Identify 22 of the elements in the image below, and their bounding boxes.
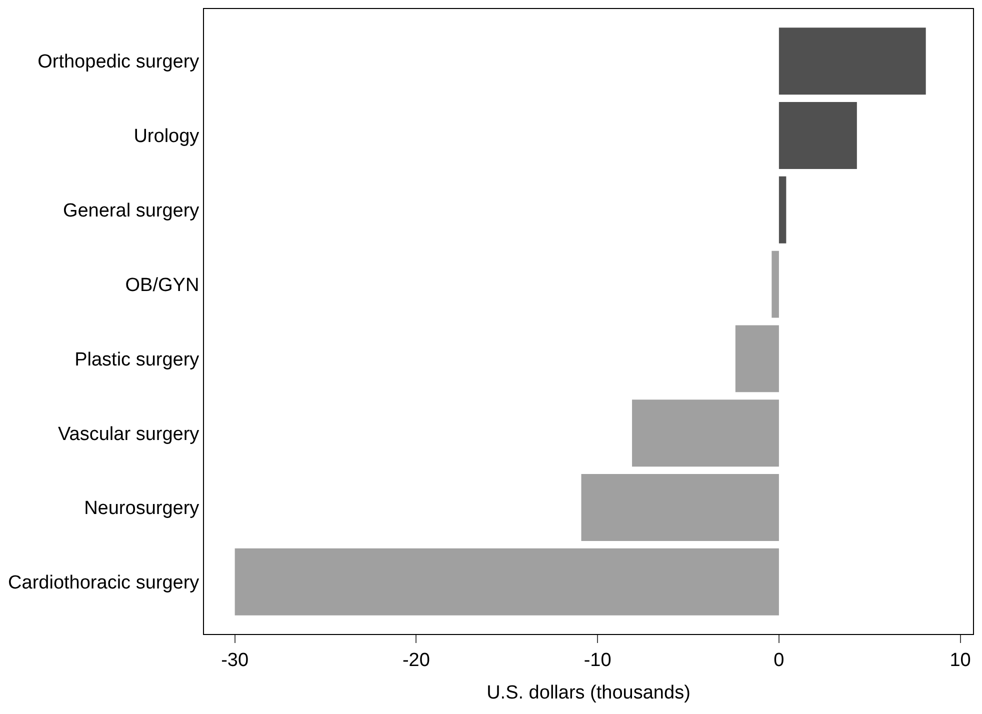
y-tick-label: OB/GYN: [125, 274, 200, 296]
bar: [778, 102, 857, 169]
y-tick-label: Plastic surgery: [74, 349, 200, 370]
bar: [632, 400, 779, 467]
bar: [778, 176, 786, 244]
bar: [735, 325, 779, 392]
y-tick-label: Vascular surgery: [58, 424, 200, 445]
x-tick-label: 0: [774, 650, 784, 671]
y-tick-label: Cardiothoracic surgery: [8, 572, 200, 594]
y-tick-label: Urology: [134, 126, 200, 148]
bar: [772, 250, 779, 318]
x-tick-label: -30: [221, 650, 249, 671]
bar: [581, 474, 779, 541]
x-axis-title: U.S. dollars (thousands): [486, 682, 690, 704]
x-tick-label: 10: [950, 650, 971, 671]
x-tick-label: -10: [584, 650, 612, 671]
y-tick-label: Orthopedic surgery: [38, 52, 200, 73]
bar: [778, 28, 926, 95]
y-tick-label: General surgery: [62, 200, 200, 222]
x-tick-label: -20: [402, 650, 430, 671]
y-tick-label: Neurosurgery: [84, 498, 200, 520]
bar: [234, 548, 779, 616]
